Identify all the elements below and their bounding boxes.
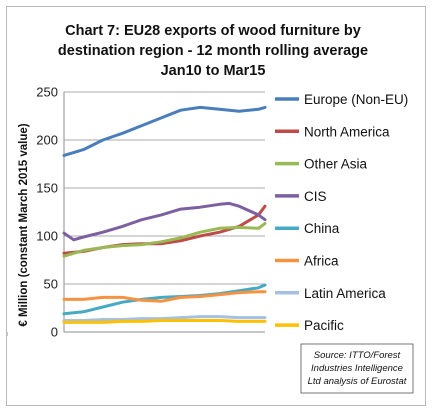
y-tick-label: 250 bbox=[36, 85, 58, 100]
series-line-europe-non-eu bbox=[62, 105, 267, 157]
chart-svg: Chart 7: EU28 exports of wood furniture … bbox=[7, 23, 414, 394]
series-line-china bbox=[62, 283, 267, 316]
axes bbox=[7, 92, 265, 336]
series-line-africa bbox=[62, 290, 267, 303]
legend-label: North America bbox=[304, 124, 390, 139]
y-tick-label: 200 bbox=[36, 133, 58, 148]
chart-frame: Chart 7: EU28 exports of wood furniture … bbox=[6, 6, 426, 406]
source-line-1: Source: ITTO/Forest bbox=[314, 350, 401, 361]
legend-label: Pacific bbox=[304, 318, 344, 333]
series-line-cis bbox=[62, 201, 267, 242]
gridlines bbox=[64, 91, 265, 285]
source-note-box bbox=[300, 343, 414, 394]
source-line-2: Industries Intelligence bbox=[311, 363, 403, 374]
legend-label: Europe (Non-EU) bbox=[304, 92, 408, 107]
series-line-other-asia bbox=[62, 222, 267, 258]
legend-label: Latin America bbox=[304, 286, 386, 301]
legend-label: CIS bbox=[304, 189, 327, 204]
legend: Europe (Non-EU) North America Other Asia CI… bbox=[275, 92, 408, 333]
y-tick-label: 0 bbox=[51, 325, 58, 340]
series-line-latin-america bbox=[62, 315, 267, 322]
y-tick-labels: 0 50 100 150 200 250 bbox=[36, 85, 58, 340]
source-note: Source: ITTO/Forest Industries Intellige… bbox=[300, 343, 414, 394]
chart-title: Chart 7: EU28 exports of wood furniture … bbox=[58, 23, 368, 79]
series-lines bbox=[62, 105, 267, 324]
source-line-3: Ltd analysis of Eurostat bbox=[308, 376, 407, 387]
series-line-pacific bbox=[62, 319, 267, 324]
y-tick-label: 50 bbox=[44, 277, 58, 292]
chart-title-line-2: destination region - 12 month rolling av… bbox=[58, 43, 368, 59]
legend-label: China bbox=[304, 221, 340, 236]
legend-label: Africa bbox=[304, 254, 339, 269]
legend-label: Other Asia bbox=[304, 157, 368, 172]
y-axis-label: € Million (constant March 2015 value) bbox=[18, 123, 30, 326]
y-tick-label: 100 bbox=[36, 229, 58, 244]
chart-title-line-1: Chart 7: EU28 exports of wood furniture … bbox=[65, 23, 361, 39]
chart-title-line-3: Jan10 to Mar15 bbox=[161, 63, 266, 79]
y-tick-label: 150 bbox=[36, 181, 58, 196]
